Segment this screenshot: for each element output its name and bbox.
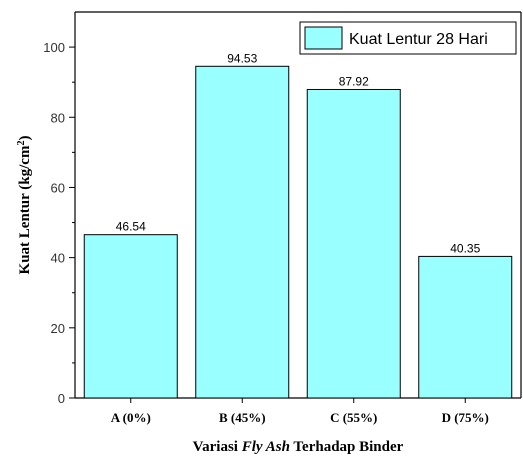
x-tick-label: B (45%) <box>219 410 266 425</box>
y-tick-label: 100 <box>43 40 65 55</box>
legend-label: Kuat Lentur 28 Hari <box>349 31 488 48</box>
y-axis-title-close: ) <box>17 136 33 141</box>
y-ticks: 0 20 40 60 80 100 <box>43 40 75 406</box>
y-tick-label: 20 <box>51 321 65 336</box>
y-tick-label: 60 <box>51 180 65 195</box>
bar <box>418 255 513 399</box>
x-axis-title-post: Terhadap Binder <box>290 439 404 455</box>
x-axis-title-italic: Fly Ash <box>241 439 290 455</box>
x-ticks: A (0%) B (45%) C (55%) D (75%) <box>111 398 489 425</box>
y-axis-title: Kuat Lentur (kg/cm2) <box>16 136 34 275</box>
x-tick-label: D (75%) <box>442 410 489 425</box>
y-axis-title-sup: 2 <box>16 141 27 146</box>
bar-value-label: 46.54 <box>116 220 146 234</box>
x-axis-title: Variasi Fly Ash Terhadap Binder <box>193 439 404 455</box>
legend-swatch <box>304 26 343 50</box>
bar <box>306 88 401 399</box>
y-tick-label: 80 <box>51 110 65 125</box>
y-tick-label: 0 <box>58 391 65 406</box>
bars: 46.54 94.53 87.92 40.35 <box>83 51 513 399</box>
bar-value-label: 94.53 <box>227 51 257 65</box>
x-tick-label: A (0%) <box>111 410 151 425</box>
bar <box>83 234 178 399</box>
bar <box>195 65 290 399</box>
legend: Kuat Lentur 28 Hari <box>299 21 517 55</box>
bar-value-label: 40.35 <box>450 241 480 255</box>
y-axis-title-main: Kuat Lentur (kg/cm <box>17 145 33 274</box>
x-axis-title-pre: Variasi <box>193 439 242 455</box>
x-tick-label: C (55%) <box>330 410 377 425</box>
bar-value-label: 87.92 <box>339 74 369 88</box>
y-tick-label: 40 <box>51 251 65 266</box>
